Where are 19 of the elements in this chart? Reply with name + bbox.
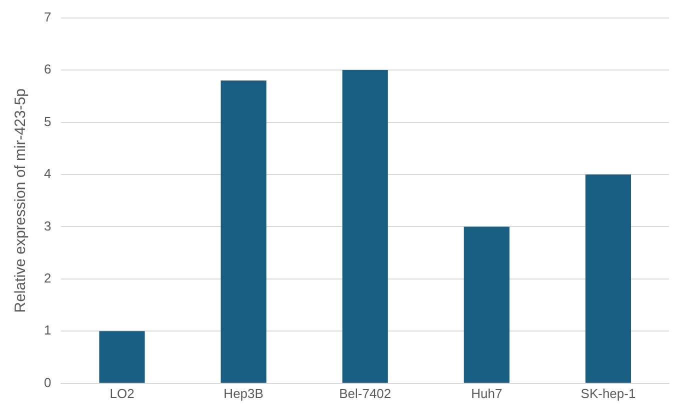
x-tick-label: LO2	[110, 386, 134, 401]
bar	[464, 226, 510, 383]
y-tick-label: 7	[44, 9, 52, 24]
x-tick-label: Hep3B	[224, 386, 264, 401]
x-tick-label: Huh7	[471, 386, 502, 401]
y-tick-label: 3	[44, 218, 52, 234]
y-tick-label: 5	[44, 114, 52, 129]
bar	[99, 331, 145, 383]
bar	[220, 80, 266, 383]
y-tick-label: 2	[44, 270, 52, 286]
bar	[342, 70, 388, 383]
y-tick-label: 6	[44, 62, 52, 77]
x-tick-label: SK-hep-1	[580, 386, 636, 401]
y-tick-label: 0	[44, 374, 52, 390]
bar	[585, 174, 632, 383]
y-axis-title: Relative expression of mir-423-5p	[12, 88, 30, 313]
x-tick-label: Bel-7402	[339, 386, 392, 401]
y-tick-label: 1	[44, 322, 52, 338]
y-tick-label: 4	[44, 166, 52, 182]
